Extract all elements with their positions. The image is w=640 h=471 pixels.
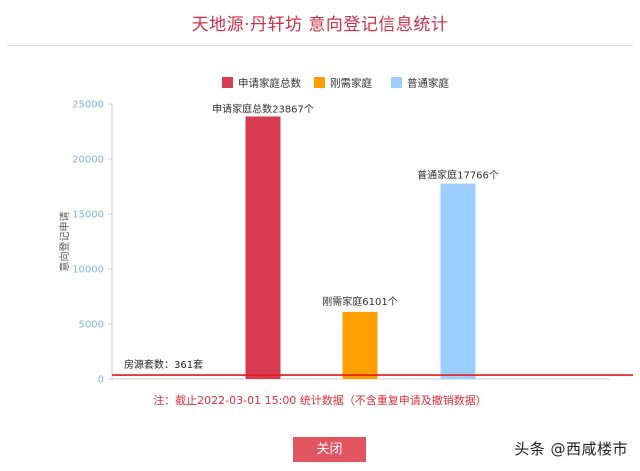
y-tick-label: 5000 [79,320,104,331]
legend-label: 普通家庭 [407,77,449,90]
y-tick-label: 20000 [72,155,104,166]
bar [440,183,476,379]
bar [245,116,281,379]
note-text: 注：截止2022-03-01 15:00 统计数据（不含重复申请及撤销数据） [153,394,487,407]
legend-label: 申请家庭总数 [238,77,301,90]
bar [342,311,378,379]
y-axis: 0 5000 10000 15000 20000 25000 意向登记申请 [58,100,610,386]
legend-swatch [391,77,402,88]
y-tick-label: 10000 [72,265,104,276]
y-tick-label: 0 [98,375,104,386]
watermark: 头条 @西咸楼市 [514,440,628,458]
title-divider [7,45,633,46]
bars [245,116,476,379]
legend-label: 刚需家庭 [330,77,372,90]
legend-swatch [222,77,233,88]
close-button[interactable]: 关闭 [293,437,366,462]
y-tick-label: 25000 [72,100,104,111]
y-axis-label: 意向登记申请 [58,212,71,272]
reference-line-label: 房源套数：361套 [124,358,203,371]
y-tick-label: 15000 [72,210,104,221]
bar-value-label: 申请家庭总数23867个 [212,102,314,115]
chart-legend: 申请家庭总数 刚需家庭 普通家庭 [222,77,449,90]
legend-swatch [314,77,325,88]
page-title: 天地源·丹轩坊 意向登记信息统计 [191,15,449,35]
reference-line-group: 房源套数：361套 [112,358,633,376]
bar-value-label: 普通家庭17766个 [417,169,499,182]
bar-value-label: 刚需家庭6101个 [322,295,397,308]
